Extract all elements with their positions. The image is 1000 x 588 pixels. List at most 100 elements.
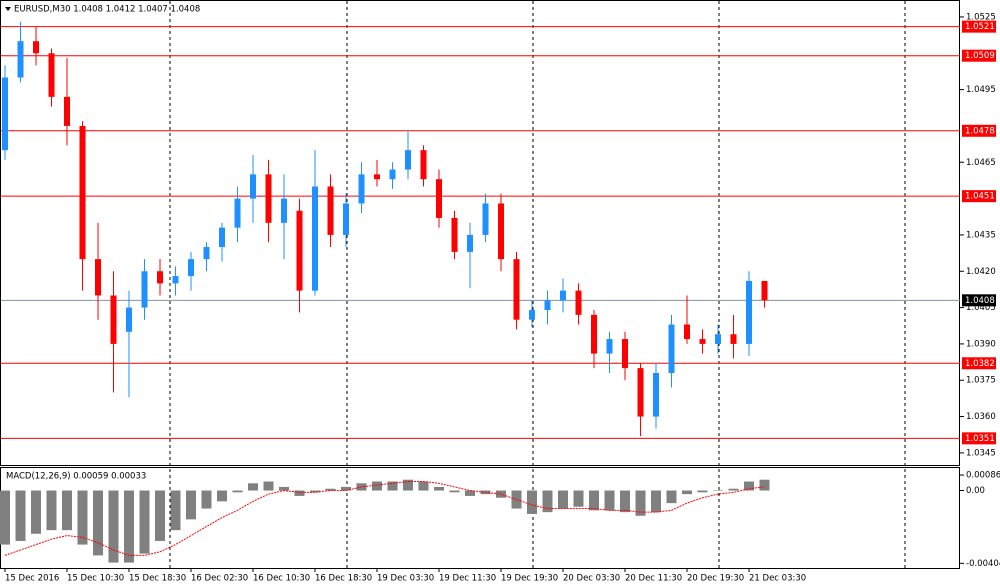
macd-bar <box>666 490 677 504</box>
candle-body <box>436 179 442 218</box>
level-label: 1.0521 <box>965 22 995 32</box>
candle-body <box>529 310 535 320</box>
macd-bar <box>573 490 584 507</box>
candle-body <box>730 334 737 344</box>
macd-bar <box>155 490 165 541</box>
macd-bar <box>170 490 181 531</box>
y-tick-label: 1.0405 <box>966 303 996 313</box>
macd-bar <box>372 481 382 491</box>
x-tick-label: 16 Dec 02:30 <box>191 574 248 584</box>
macd-bar <box>744 481 754 491</box>
level-label-box <box>962 20 996 33</box>
candle-body <box>684 324 690 340</box>
candle-body <box>467 234 473 252</box>
candle-body <box>699 339 706 344</box>
macd-bar <box>201 490 212 509</box>
x-tick-label: 16 Dec 18:30 <box>315 574 372 584</box>
macd-bar <box>651 490 661 513</box>
candle-body <box>188 259 194 277</box>
macd-bar <box>15 490 26 541</box>
candle-body <box>2 77 8 151</box>
price-label-box <box>962 294 996 307</box>
macd-bar <box>31 490 41 534</box>
price-label: 1.0408 <box>965 296 995 306</box>
y-tick-label: -0.00404 <box>966 559 1000 569</box>
level-label: 1.0382 <box>965 359 995 369</box>
macd-bar <box>0 490 10 545</box>
candle-body <box>575 290 582 315</box>
macd-bar <box>697 490 708 493</box>
candle-body <box>606 339 613 354</box>
macd-bar <box>279 486 289 491</box>
macd-bar <box>713 490 723 492</box>
level-label-box <box>962 432 996 445</box>
y-tick-label: 1.0360 <box>966 412 996 422</box>
candle-body <box>498 203 504 260</box>
level-label: 1.0351 <box>965 434 995 444</box>
candle-body <box>312 186 318 291</box>
y-tick-label: 1.0345 <box>966 448 996 458</box>
macd-bar <box>248 483 258 491</box>
x-tick-label: 20 Dec 11:30 <box>625 574 682 584</box>
macd-bar <box>186 490 196 520</box>
y-tick-label: 1.0420 <box>966 267 996 277</box>
macd-bar <box>635 490 646 516</box>
day-separators <box>169 1 906 568</box>
x-tick-label: 15 Dec 10:30 <box>67 574 124 584</box>
candle-body <box>405 150 411 170</box>
candle-body <box>95 259 101 296</box>
candle-body <box>17 41 24 78</box>
candle-body <box>746 280 752 344</box>
candle-body <box>234 198 241 228</box>
menu-arrow[interactable] <box>5 7 11 11</box>
candle-body <box>219 227 225 248</box>
macd-bar <box>217 490 227 502</box>
macd-bar <box>325 488 336 491</box>
y-tick-label: 1.0375 <box>966 376 996 386</box>
y-tick-label: 1.0435 <box>966 230 996 240</box>
level-label: 1.0478 <box>965 126 995 136</box>
x-tick-label: 19 Dec 11:30 <box>439 574 496 584</box>
candle-body <box>172 276 179 284</box>
macd-bar <box>403 479 413 491</box>
candle-body <box>157 271 163 284</box>
macd-bar <box>108 490 119 563</box>
candle-body <box>715 334 721 344</box>
macd-bar <box>232 490 243 493</box>
macd-bar <box>682 490 692 495</box>
macd-bar <box>589 490 599 511</box>
x-tick-label: 16 Dec 10:30 <box>253 574 310 584</box>
y-tick-label: 1.0495 <box>966 85 996 95</box>
macd-bar <box>527 490 537 514</box>
macd-bar <box>418 481 429 491</box>
x-tick-label: 19 Dec 03:30 <box>377 574 434 584</box>
x-tick-label: 15 Dec 2016 <box>5 574 59 584</box>
macd-bar <box>46 490 57 531</box>
candle-body <box>327 186 334 235</box>
macd-bar <box>542 490 553 513</box>
macd-bar <box>434 486 444 491</box>
macd-bar <box>759 479 770 491</box>
level-label-box <box>962 49 996 62</box>
level-label-box <box>962 190 996 203</box>
x-tick-label: 15 Dec 18:30 <box>129 574 186 584</box>
macd-bar <box>387 481 398 491</box>
level-label: 1.0509 <box>965 51 995 61</box>
macd-bar <box>620 490 630 513</box>
candle-body <box>126 307 132 332</box>
candle-body <box>513 259 520 320</box>
macd-bar <box>728 488 739 491</box>
macd-bar <box>511 490 522 509</box>
candle-body <box>358 174 365 204</box>
chart-title: EURUSD,M30 1.0408 1.0412 1.0407 1.0408 <box>14 5 200 15</box>
candle-body <box>250 174 256 199</box>
y-tick-label: 0.00086 <box>966 471 1000 481</box>
candle-body <box>591 314 597 354</box>
y-tick-label: 1.0465 <box>966 158 996 168</box>
level-label: 1.0451 <box>965 192 995 202</box>
macd-bar <box>558 490 568 509</box>
macd-bar <box>449 490 460 493</box>
level-label-box <box>962 124 996 137</box>
candle-body <box>296 210 303 291</box>
